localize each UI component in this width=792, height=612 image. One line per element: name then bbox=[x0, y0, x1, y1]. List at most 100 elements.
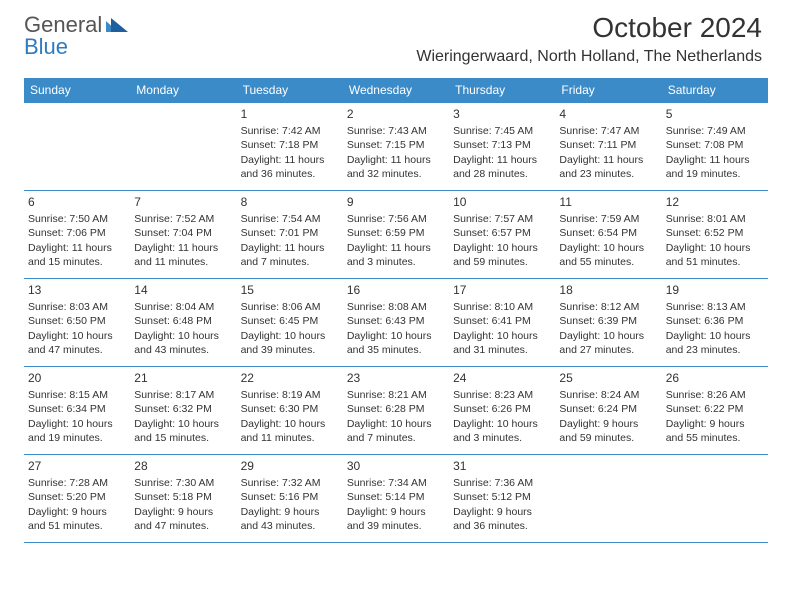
day-detail-line: Sunrise: 8:03 AM bbox=[28, 300, 126, 314]
day-detail-line: and 36 minutes. bbox=[241, 167, 339, 181]
day-detail-line: and 7 minutes. bbox=[241, 255, 339, 269]
calendar-cell: 20Sunrise: 8:15 AMSunset: 6:34 PMDayligh… bbox=[24, 367, 130, 455]
day-number: 12 bbox=[666, 194, 764, 210]
month-title: October 2024 bbox=[416, 12, 762, 44]
calendar-cell: 14Sunrise: 8:04 AMSunset: 6:48 PMDayligh… bbox=[130, 279, 236, 367]
day-number: 13 bbox=[28, 282, 126, 298]
day-detail-line: and 55 minutes. bbox=[666, 431, 764, 445]
day-detail-line: Sunset: 6:34 PM bbox=[28, 402, 126, 416]
day-header: Wednesday bbox=[343, 78, 449, 103]
day-detail-line: and 27 minutes. bbox=[559, 343, 657, 357]
brand-logo: GeneralBlue bbox=[24, 12, 128, 60]
day-detail-line: Daylight: 11 hours bbox=[134, 241, 232, 255]
day-number: 29 bbox=[241, 458, 339, 474]
day-number: 15 bbox=[241, 282, 339, 298]
calendar-cell: 21Sunrise: 8:17 AMSunset: 6:32 PMDayligh… bbox=[130, 367, 236, 455]
day-detail-line: Sunrise: 8:23 AM bbox=[453, 388, 551, 402]
day-detail-line: and 43 minutes. bbox=[134, 343, 232, 357]
day-number: 5 bbox=[666, 106, 764, 122]
day-detail-line: and 15 minutes. bbox=[134, 431, 232, 445]
day-header: Sunday bbox=[24, 78, 130, 103]
day-detail-line: Daylight: 9 hours bbox=[134, 505, 232, 519]
day-detail-line: Sunset: 7:13 PM bbox=[453, 138, 551, 152]
day-detail-line: Sunrise: 7:50 AM bbox=[28, 212, 126, 226]
day-detail-line: and 19 minutes. bbox=[28, 431, 126, 445]
day-detail-line: Sunset: 7:04 PM bbox=[134, 226, 232, 240]
day-detail-line: Sunset: 6:52 PM bbox=[666, 226, 764, 240]
calendar-cell: 5Sunrise: 7:49 AMSunset: 7:08 PMDaylight… bbox=[662, 103, 768, 191]
day-detail-line: and 7 minutes. bbox=[347, 431, 445, 445]
day-detail-line: Daylight: 10 hours bbox=[559, 329, 657, 343]
day-detail-line: Daylight: 11 hours bbox=[453, 153, 551, 167]
day-detail-line: Daylight: 9 hours bbox=[241, 505, 339, 519]
day-detail-line: and 19 minutes. bbox=[666, 167, 764, 181]
day-detail-line: Daylight: 10 hours bbox=[347, 417, 445, 431]
day-detail-line: Sunrise: 7:59 AM bbox=[559, 212, 657, 226]
day-detail-line: Daylight: 11 hours bbox=[347, 153, 445, 167]
calendar-cell: 4Sunrise: 7:47 AMSunset: 7:11 PMDaylight… bbox=[555, 103, 661, 191]
day-detail-line: and 31 minutes. bbox=[453, 343, 551, 357]
day-detail-line: Sunrise: 8:21 AM bbox=[347, 388, 445, 402]
day-detail-line: Daylight: 10 hours bbox=[453, 241, 551, 255]
calendar-cell: 26Sunrise: 8:26 AMSunset: 6:22 PMDayligh… bbox=[662, 367, 768, 455]
day-detail-line: Sunset: 7:06 PM bbox=[28, 226, 126, 240]
page-header: GeneralBlue October 2024 Wieringerwaard,… bbox=[0, 0, 792, 70]
calendar-cell: 12Sunrise: 8:01 AMSunset: 6:52 PMDayligh… bbox=[662, 191, 768, 279]
day-detail-line: Daylight: 10 hours bbox=[241, 329, 339, 343]
calendar-week-row: 27Sunrise: 7:28 AMSunset: 5:20 PMDayligh… bbox=[24, 455, 768, 543]
day-detail-line: Sunset: 7:15 PM bbox=[347, 138, 445, 152]
day-number: 16 bbox=[347, 282, 445, 298]
calendar-cell: 16Sunrise: 8:08 AMSunset: 6:43 PMDayligh… bbox=[343, 279, 449, 367]
calendar-cell: 15Sunrise: 8:06 AMSunset: 6:45 PMDayligh… bbox=[237, 279, 343, 367]
calendar-cell-empty bbox=[662, 455, 768, 543]
calendar-cell: 17Sunrise: 8:10 AMSunset: 6:41 PMDayligh… bbox=[449, 279, 555, 367]
day-detail-line: Daylight: 10 hours bbox=[28, 417, 126, 431]
calendar-cell: 29Sunrise: 7:32 AMSunset: 5:16 PMDayligh… bbox=[237, 455, 343, 543]
day-detail-line: and 35 minutes. bbox=[347, 343, 445, 357]
day-detail-line: and 51 minutes. bbox=[666, 255, 764, 269]
day-detail-line: Sunset: 6:22 PM bbox=[666, 402, 764, 416]
day-detail-line: and 59 minutes. bbox=[559, 431, 657, 445]
day-detail-line: Sunrise: 8:26 AM bbox=[666, 388, 764, 402]
day-detail-line: Daylight: 9 hours bbox=[28, 505, 126, 519]
calendar-cell-empty bbox=[130, 103, 236, 191]
day-detail-line: Daylight: 9 hours bbox=[559, 417, 657, 431]
day-number: 9 bbox=[347, 194, 445, 210]
day-detail-line: Sunrise: 8:08 AM bbox=[347, 300, 445, 314]
day-detail-line: Sunset: 6:36 PM bbox=[666, 314, 764, 328]
day-detail-line: and 15 minutes. bbox=[28, 255, 126, 269]
day-detail-line: Sunrise: 7:52 AM bbox=[134, 212, 232, 226]
day-detail-line: and 47 minutes. bbox=[134, 519, 232, 533]
day-number: 27 bbox=[28, 458, 126, 474]
day-detail-line: and 36 minutes. bbox=[453, 519, 551, 533]
day-number: 26 bbox=[666, 370, 764, 386]
day-detail-line: and 32 minutes. bbox=[347, 167, 445, 181]
calendar-cell: 30Sunrise: 7:34 AMSunset: 5:14 PMDayligh… bbox=[343, 455, 449, 543]
day-header: Saturday bbox=[662, 78, 768, 103]
day-detail-line: Sunset: 7:18 PM bbox=[241, 138, 339, 152]
day-detail-line: Sunrise: 8:24 AM bbox=[559, 388, 657, 402]
day-detail-line: Sunset: 7:11 PM bbox=[559, 138, 657, 152]
day-detail-line: and 59 minutes. bbox=[453, 255, 551, 269]
location-text: Wieringerwaard, North Holland, The Nethe… bbox=[416, 48, 762, 66]
day-detail-line: Sunset: 6:41 PM bbox=[453, 314, 551, 328]
day-number: 19 bbox=[666, 282, 764, 298]
day-detail-line: and 23 minutes. bbox=[666, 343, 764, 357]
calendar-cell: 10Sunrise: 7:57 AMSunset: 6:57 PMDayligh… bbox=[449, 191, 555, 279]
day-number: 14 bbox=[134, 282, 232, 298]
day-detail-line: Daylight: 11 hours bbox=[241, 153, 339, 167]
calendar-week-row: 20Sunrise: 8:15 AMSunset: 6:34 PMDayligh… bbox=[24, 367, 768, 455]
day-detail-line: Daylight: 11 hours bbox=[28, 241, 126, 255]
day-header-row: SundayMondayTuesdayWednesdayThursdayFrid… bbox=[24, 78, 768, 103]
calendar-cell: 11Sunrise: 7:59 AMSunset: 6:54 PMDayligh… bbox=[555, 191, 661, 279]
day-detail-line: Sunrise: 8:01 AM bbox=[666, 212, 764, 226]
day-detail-line: Daylight: 10 hours bbox=[134, 329, 232, 343]
day-detail-line: Sunset: 7:01 PM bbox=[241, 226, 339, 240]
day-detail-line: Sunset: 6:28 PM bbox=[347, 402, 445, 416]
calendar-table: SundayMondayTuesdayWednesdayThursdayFrid… bbox=[24, 78, 768, 543]
day-detail-line: Sunrise: 8:04 AM bbox=[134, 300, 232, 314]
day-number: 3 bbox=[453, 106, 551, 122]
day-detail-line: Daylight: 9 hours bbox=[347, 505, 445, 519]
day-detail-line: Sunset: 6:50 PM bbox=[28, 314, 126, 328]
day-number: 31 bbox=[453, 458, 551, 474]
